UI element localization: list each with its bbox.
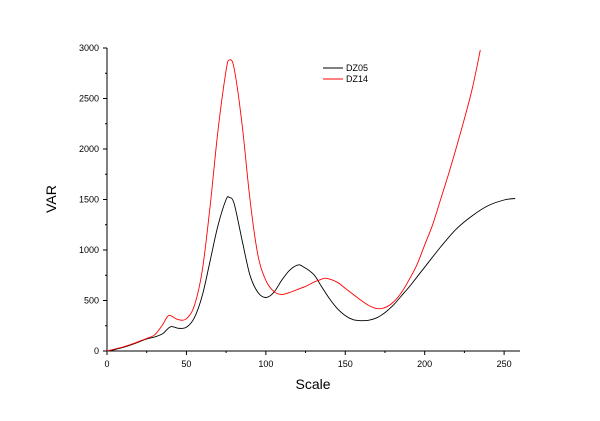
- y-axis-title: VAR: [43, 185, 59, 213]
- x-axis-title: Scale: [295, 376, 330, 392]
- y-axis-ticks: 0 500 1000 1500 2000 2500 3000: [79, 43, 107, 356]
- y-tick-label: 2500: [79, 94, 99, 104]
- plot-frame: [106, 48, 520, 352]
- x-tick-label: 50: [181, 359, 191, 369]
- x-tick-label: 200: [417, 359, 432, 369]
- legend-label-dz05: DZ05: [346, 63, 368, 73]
- x-tick-label: 250: [497, 359, 512, 369]
- y-tick-label: 1500: [79, 195, 99, 205]
- y-tick-label: 0: [94, 346, 99, 356]
- x-axis-ticks: 0 50 100 150 200 250: [104, 351, 512, 369]
- legend-label-dz14: DZ14: [346, 74, 368, 84]
- y-tick-label: 1000: [79, 245, 99, 255]
- x-tick-label: 100: [258, 359, 273, 369]
- series-line-dz14: [106, 49, 481, 352]
- x-tick-label: 150: [338, 359, 353, 369]
- x-tick-label: 0: [104, 359, 109, 369]
- y-tick-label: 3000: [79, 43, 99, 53]
- series-line-dz05: [106, 196, 516, 352]
- y-tick-label: 500: [84, 296, 99, 306]
- y-tick-label: 2000: [79, 144, 99, 154]
- series-layer: [106, 49, 516, 352]
